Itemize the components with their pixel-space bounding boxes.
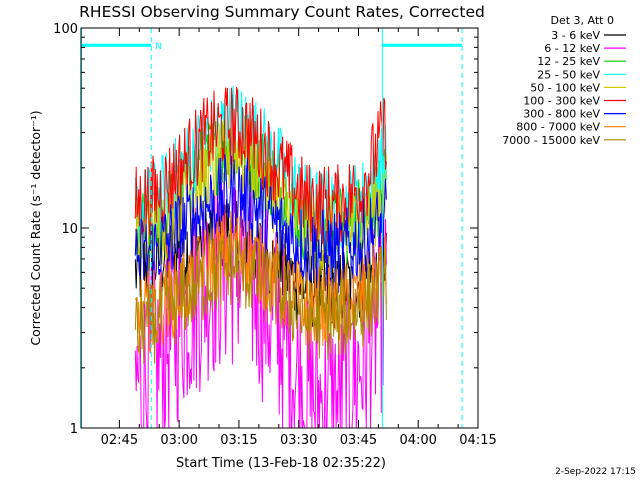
x-tick-label: 04:00 — [399, 433, 436, 448]
legend-label: 7000 - 15000 keV — [502, 134, 600, 147]
x-axis: 02:45 03:00 03:15 03:30 03:45 04:00 04:15 — [101, 28, 497, 448]
date-stamp: 2-Sep-2022 17:15 — [555, 467, 636, 477]
y-axis-label: Corrected Count Rate (s⁻¹ detector⁻¹) — [28, 110, 43, 345]
legend-label: 25 - 50 keV — [537, 68, 600, 81]
y-tick-label: 10 — [61, 222, 78, 237]
chart-title: RHESSI Observing Summary Count Rates, Co… — [79, 3, 485, 21]
y-tick-label: 100 — [53, 22, 78, 37]
legend-label: 50 - 100 keV — [530, 81, 600, 94]
legend-label: 3 - 6 keV — [551, 29, 600, 42]
x-tick-label: 03:45 — [340, 433, 377, 448]
x-tick-label: 03:30 — [280, 433, 317, 448]
legend-title: Det 3, Att 0 — [551, 14, 615, 27]
y-axis: 1 10 100 — [53, 22, 478, 437]
night-label: N — [155, 42, 162, 52]
legend-label: 100 - 300 keV — [523, 95, 600, 108]
legend-label: 800 - 7000 keV — [516, 121, 600, 134]
y-tick-label: 1 — [70, 422, 78, 437]
x-axis-label: Start Time (13-Feb-18 02:35:22) — [176, 456, 386, 471]
legend-label: 300 - 800 keV — [523, 108, 600, 121]
plot-series-group — [134, 86, 387, 429]
series-line — [134, 230, 387, 365]
x-tick-label: 03:00 — [160, 433, 197, 448]
x-tick-label: 02:45 — [101, 433, 138, 448]
legend-label: 6 - 12 keV — [544, 42, 600, 55]
x-tick-label: 03:15 — [220, 433, 257, 448]
marker-group: N — [81, 28, 463, 428]
series-line — [134, 154, 387, 293]
x-tick-label: 04:15 — [459, 433, 496, 448]
legend-label: 12 - 25 keV — [537, 55, 600, 68]
